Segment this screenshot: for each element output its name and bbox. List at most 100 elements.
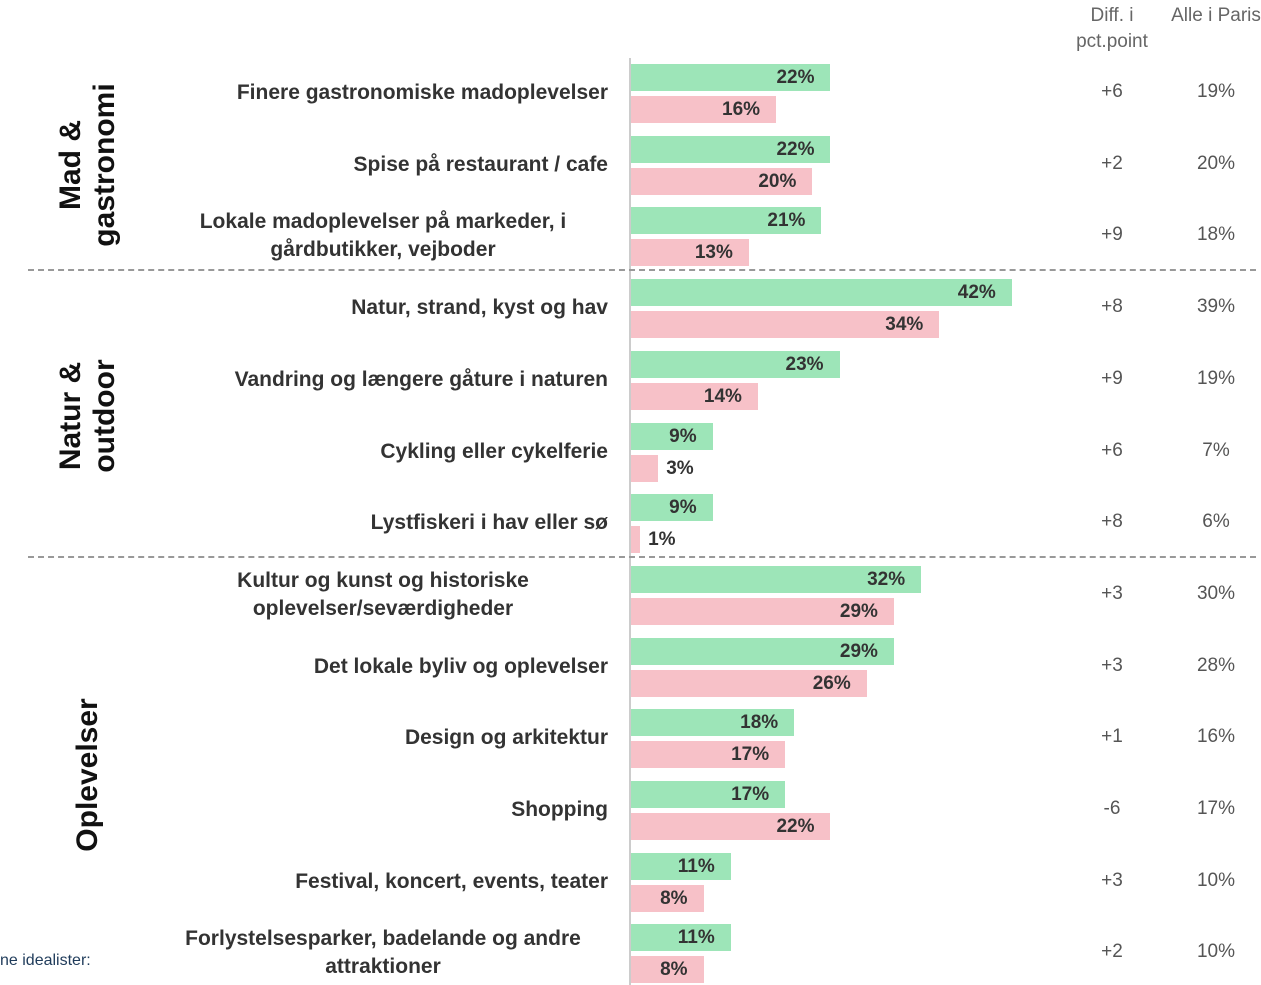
category-label: Det lokale byliv og oplevelser (313, 654, 608, 678)
bar (631, 956, 704, 984)
column-value: +6 (1101, 439, 1123, 461)
value-label: 29% (839, 600, 878, 622)
column-value: 18% (1196, 224, 1236, 246)
value-label: 9% (669, 497, 697, 519)
column-value: +3 (1101, 582, 1123, 604)
footnote: ne idealister: (0, 952, 91, 969)
column-value: 16% (1196, 726, 1236, 748)
bar (631, 422, 713, 450)
value-label: 22% (776, 816, 815, 837)
category-label: Festival, koncert, events, teater (295, 869, 608, 893)
bar (631, 64, 831, 91)
column-value: 30% (1196, 582, 1236, 604)
group-separator (28, 555, 1256, 558)
column-value: 6% (1202, 511, 1230, 533)
value-label: 1% (648, 529, 676, 551)
bar (631, 637, 894, 665)
bar (631, 565, 922, 593)
column-value: 10% (1196, 941, 1236, 963)
bar (631, 709, 795, 737)
column-value: +3 (1101, 869, 1123, 891)
column-value: +9 (1101, 367, 1123, 389)
value-label: 9% (669, 425, 697, 447)
category-label: Natur, strand, kyst og hav (351, 296, 608, 320)
bar (631, 526, 641, 554)
column-value: +2 (1101, 152, 1123, 174)
category-label: Design og arkitektur (404, 726, 608, 750)
column-value: 19% (1196, 367, 1236, 389)
category-label: Vandring og længere gåture i naturen (234, 367, 608, 391)
bar (631, 781, 786, 808)
bar (631, 350, 840, 378)
bar (631, 741, 786, 769)
column-value: 10% (1196, 869, 1236, 891)
group-label: Oplevelser (71, 697, 104, 852)
value-label: 16% (722, 99, 761, 120)
bar (631, 852, 731, 880)
group-separator (28, 269, 1256, 272)
group-label: Mad & gastronomi (54, 83, 121, 247)
value-label: 29% (839, 640, 878, 662)
column-value: +8 (1101, 296, 1123, 318)
value-label: 13% (694, 242, 733, 264)
bar (631, 669, 867, 697)
value-label: 23% (785, 353, 824, 375)
axis-line (629, 58, 631, 985)
value-label: 8% (660, 887, 688, 909)
bar (631, 311, 940, 339)
value-label: 17% (731, 784, 770, 805)
column-value: 20% (1196, 152, 1236, 174)
column-header: Alle i Paris (1171, 5, 1261, 26)
column-value: 19% (1196, 81, 1236, 102)
category-label: Lokale madoplevelser på markeder, i gård… (199, 210, 567, 262)
bar (631, 96, 777, 123)
value-label: 20% (758, 170, 797, 192)
value-label: 34% (885, 314, 924, 336)
bar (631, 207, 822, 235)
value-label: 26% (812, 672, 851, 694)
value-label: 8% (660, 959, 688, 981)
column-value: +1 (1101, 726, 1123, 748)
category-label: Cykling eller cykelferie (380, 439, 608, 463)
category-label: Shopping (511, 798, 608, 821)
value-label: 14% (703, 385, 742, 407)
value-label: 17% (731, 744, 770, 766)
column-value: +2 (1101, 941, 1123, 963)
value-label: 42% (957, 282, 996, 304)
column-value: 17% (1196, 798, 1236, 819)
category-label: Finere gastronomiske madoplevelser (236, 81, 608, 104)
value-label: 18% (740, 712, 779, 734)
category-label: Spise på restaurant / cafe (353, 152, 608, 176)
group-label: Natur & outdoor (54, 359, 121, 473)
column-value: +6 (1101, 81, 1123, 102)
column-value: 7% (1202, 439, 1230, 461)
bar (631, 167, 813, 195)
value-label: 21% (767, 210, 806, 232)
column-value: 39% (1196, 296, 1236, 318)
bar (631, 239, 749, 267)
value-label: 22% (776, 138, 815, 160)
value-label: 11% (677, 855, 715, 877)
category-label: Forlystelsesparker, badelande og andre a… (185, 927, 581, 979)
bar (631, 279, 1012, 307)
value-label: 3% (666, 457, 694, 479)
column-header: Diff. i pct.point (1076, 5, 1148, 52)
column-value: 28% (1196, 654, 1236, 676)
column-value: +3 (1101, 654, 1123, 676)
bar (631, 382, 758, 410)
column-value: -6 (1103, 798, 1121, 819)
column-value: +9 (1101, 224, 1123, 246)
bar (631, 884, 704, 912)
value-label: 32% (867, 568, 906, 590)
bar (631, 454, 659, 482)
bar (631, 813, 831, 840)
bar (631, 597, 894, 625)
column-value: +8 (1101, 511, 1123, 533)
category-label: Lystfiskeri i hav eller sø (370, 511, 608, 535)
value-label: 22% (776, 67, 815, 88)
value-label: 11% (677, 927, 715, 949)
category-label: Kultur og kunst og historiske oplevelser… (237, 568, 529, 620)
bar (631, 924, 731, 952)
bar (631, 135, 831, 163)
